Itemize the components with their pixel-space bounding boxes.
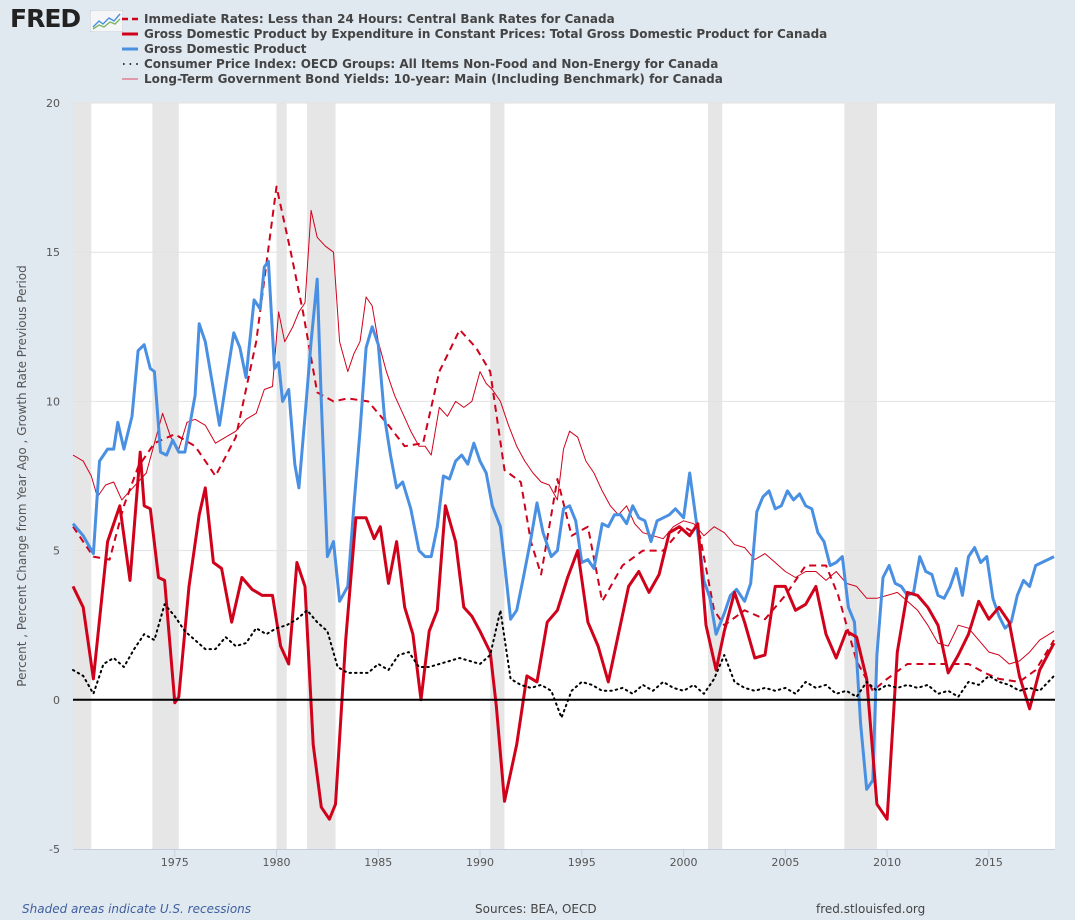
legend-swatch-solid-blue [122, 47, 138, 50]
y-tick-label: 10 [46, 395, 60, 408]
series-gdp [71, 259, 1055, 791]
y-tick-label: -5 [49, 843, 60, 856]
x-tick-label: 2015 [975, 856, 1003, 869]
series-cpi [72, 603, 1055, 719]
x-tick-label: 2010 [873, 856, 901, 869]
legend-swatch-dashed [122, 17, 138, 20]
y-tick-label: 20 [46, 97, 60, 110]
y-tick-label: 15 [46, 246, 60, 259]
sources-text: Sources: BEA, OECD [475, 902, 597, 916]
x-tick-label: 1985 [364, 856, 392, 869]
fred-url-link[interactable]: fred.stlouisfed.org [816, 902, 926, 916]
legend-label: Gross Domestic Product by Expenditure in… [144, 26, 828, 41]
legend-label: Immediate Rates: Less than 24 Hours: Cen… [144, 11, 615, 26]
series-central-bank-rate [72, 185, 1055, 692]
legend-item-central-bank-rate: Immediate Rates: Less than 24 Hours: Cen… [122, 11, 827, 26]
plot-background [73, 103, 1055, 849]
legend-label: Gross Domestic Product [144, 41, 307, 56]
fred-chart-icon [90, 10, 123, 32]
x-tick-label: 1990 [466, 856, 494, 869]
recession-band [73, 103, 92, 849]
recession-band [707, 103, 723, 849]
series-bond-yields [72, 209, 1055, 665]
gridlines [73, 102, 1055, 850]
legend-swatch-dotted [123, 62, 138, 65]
x-tick-label: 2000 [670, 856, 698, 869]
series-layer [71, 185, 1056, 821]
series-gdp-constant-prices [71, 450, 1056, 821]
x-tick-label: 1980 [263, 856, 291, 869]
legend-item-bond-yields: Long-Term Government Bond Yields: 10-yea… [122, 71, 827, 86]
recession-band [490, 103, 505, 849]
legend-swatch-thin-red [122, 77, 138, 80]
legend-label: Long-Term Government Bond Yields: 10-yea… [144, 71, 723, 86]
legend-item-cpi: Consumer Price Index: OECD Groups: All I… [122, 56, 827, 71]
legend-item-gdp-constant-prices: Gross Domestic Product by Expenditure in… [122, 26, 827, 41]
fred-logo-text: FRED [10, 4, 81, 33]
x-axis-ticks: 1975 1980 1985 1990 1995 2000 2005 2010 2015 [161, 849, 1003, 869]
x-tick-label: 2005 [771, 856, 799, 869]
fred-logo: FRED [10, 4, 123, 33]
y-axis-ticks: -5 0 5 10 15 20 [46, 97, 60, 856]
x-tick-label: 1995 [568, 856, 596, 869]
plot-area [73, 103, 1055, 849]
y-axis-label: Percent , Percent Change from Year Ago ,… [15, 265, 29, 686]
recession-note: Shaded areas indicate U.S. recessions [22, 902, 252, 916]
recession-band [276, 103, 287, 849]
legend-label: Consumer Price Index: OECD Groups: All I… [144, 56, 719, 71]
x-tick-label: 1975 [161, 856, 189, 869]
chart-legend: Immediate Rates: Less than 24 Hours: Cen… [122, 11, 827, 86]
recession-band [152, 103, 179, 849]
y-tick-label: 5 [53, 545, 60, 558]
y-tick-label: 0 [53, 694, 60, 707]
legend-swatch-solid-red [122, 32, 138, 35]
legend-item-gdp: Gross Domestic Product [122, 41, 827, 56]
